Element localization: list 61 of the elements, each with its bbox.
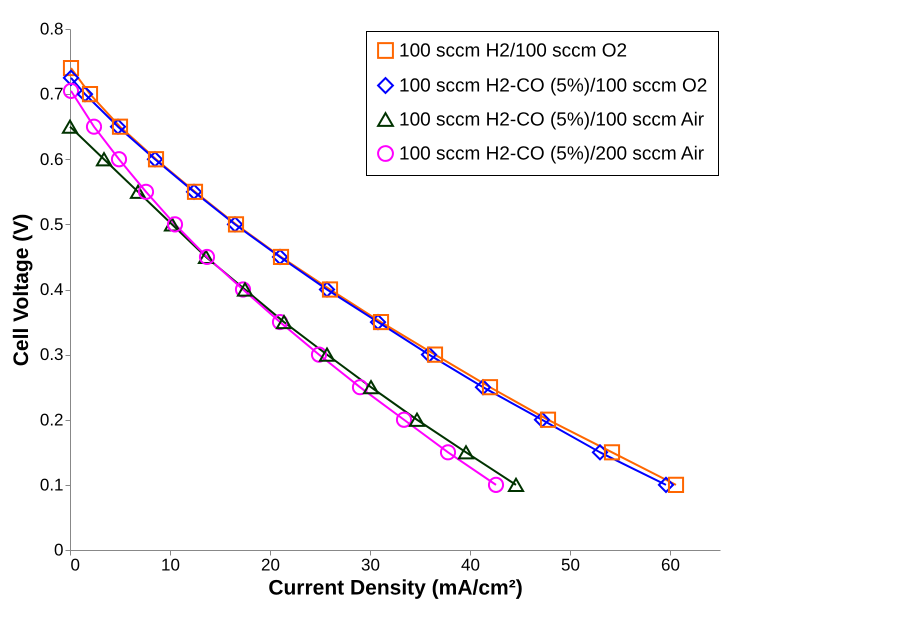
point [164,217,180,232]
y-tick-label: 0.2 [40,410,64,430]
point [370,314,386,330]
point [396,412,412,428]
point [318,348,336,362]
point [322,281,338,298]
x-tick-label: 40 [461,556,480,574]
point [482,379,498,396]
point [76,86,94,102]
point [352,379,368,396]
point [62,60,80,76]
x-tick-label: 0 [70,556,80,574]
x-tick-label: 60 [661,556,680,574]
point [86,118,102,135]
point [272,314,288,330]
point [488,476,504,493]
x-tick-label: 20 [261,556,280,574]
legend-label: 100 sccm H2-CO (5%)/100 sccm O2 [399,76,708,96]
y-tick-label: 0.7 [40,84,64,104]
point [82,86,98,102]
y-tick-label: 0.8 [40,20,64,38]
y-tick-label: 0.4 [40,280,64,299]
y-tick-label: 0.1 [40,475,64,494]
point [420,346,438,363]
point [534,412,550,428]
x-axis-title: Current Density (mA/cm²) [268,576,523,600]
y-tick-label: 0.3 [40,345,64,364]
point [62,120,78,134]
y-tick-label: 0.6 [40,150,64,169]
legend-label: 100 sccm H2/100 sccm O2 [399,40,628,62]
point [318,281,336,298]
point [276,314,292,330]
point [62,70,80,86]
y-tick-label: 0 [54,540,64,560]
point [166,216,184,232]
point [440,444,456,460]
x-tick-label: 10 [161,556,180,574]
point [604,444,620,460]
x-tick-label: 50 [561,556,580,574]
point [668,476,684,493]
point [130,184,146,199]
y-tick-label: 0.5 [40,214,64,234]
point [658,476,674,493]
point [96,152,112,166]
point [426,346,444,363]
point [362,380,380,394]
y-axis-title: Cell Voltage (V) [10,214,33,366]
x-tick-label: 30 [361,556,380,574]
point [458,445,474,460]
point [372,314,390,330]
point [62,82,80,99]
point [592,444,608,460]
point [474,379,492,396]
point [540,412,556,428]
legend-label: 100 sccm H2-CO (5%)/200 sccm Air [399,144,705,164]
legend-label: 100 sccm H2-CO (5%)/100 sccm Air [399,110,705,130]
point [110,151,128,168]
point [138,184,154,200]
point [310,346,328,363]
point [508,478,524,492]
point [408,412,426,427]
